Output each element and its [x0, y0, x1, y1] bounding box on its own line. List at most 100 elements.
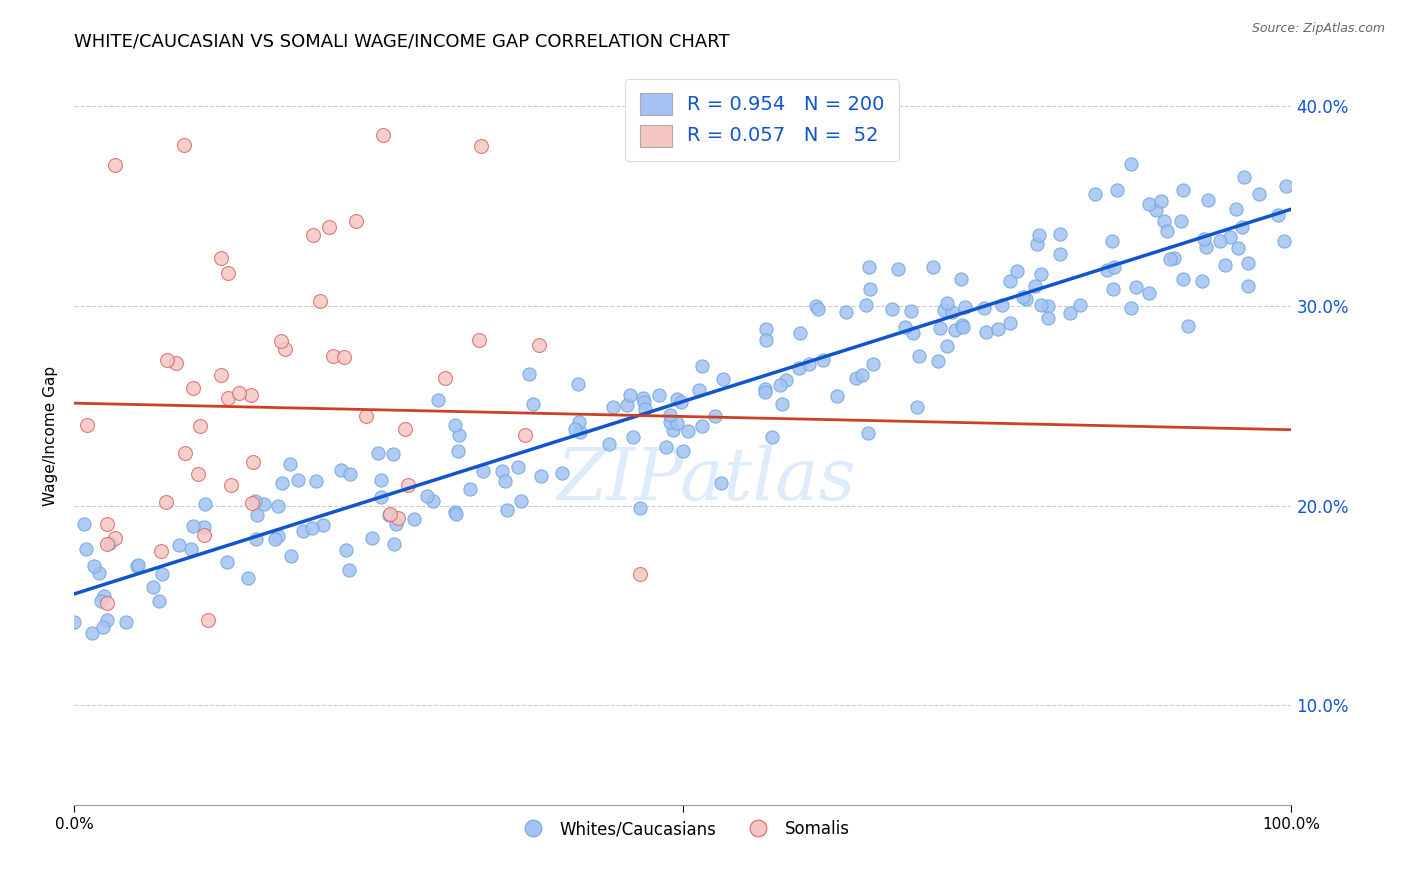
- Point: [1247, 187, 1270, 202]
- Point: [1225, 202, 1247, 217]
- Point: [1213, 258, 1236, 272]
- Point: [103, 46, 125, 61]
- Point: [187, 467, 209, 481]
- Point: [1153, 214, 1175, 228]
- Point: [339, 467, 361, 481]
- Point: [449, 427, 471, 442]
- Point: [648, 388, 671, 402]
- Point: [754, 382, 776, 396]
- Point: [1170, 214, 1192, 228]
- Point: [422, 494, 444, 508]
- Point: [165, 356, 187, 370]
- Point: [1233, 170, 1256, 185]
- Point: [665, 416, 688, 430]
- Point: [936, 339, 959, 353]
- Y-axis label: Wage/Income Gap: Wage/Income Gap: [44, 366, 58, 506]
- Point: [950, 318, 973, 332]
- Point: [209, 368, 232, 383]
- Point: [621, 430, 644, 444]
- Point: [998, 316, 1021, 330]
- Point: [564, 421, 586, 435]
- Point: [770, 397, 793, 411]
- Point: [666, 392, 689, 407]
- Point: [1219, 230, 1241, 244]
- Point: [567, 376, 589, 391]
- Point: [221, 478, 243, 492]
- Point: [510, 494, 533, 508]
- Point: [267, 500, 290, 514]
- Point: [193, 520, 215, 534]
- Point: [887, 262, 910, 277]
- Point: [496, 503, 519, 517]
- Point: [1029, 298, 1052, 312]
- Point: [1084, 187, 1107, 202]
- Point: [447, 444, 470, 458]
- Point: [1069, 298, 1091, 312]
- Point: [787, 360, 810, 375]
- Point: [1024, 279, 1046, 293]
- Point: [318, 219, 340, 234]
- Point: [63, 615, 86, 629]
- Point: [73, 516, 96, 531]
- Point: [659, 416, 682, 430]
- Point: [278, 457, 301, 471]
- Point: [690, 419, 713, 434]
- Point: [628, 500, 651, 515]
- Point: [271, 476, 294, 491]
- Point: [246, 508, 269, 523]
- Point: [827, 389, 849, 403]
- Point: [434, 371, 457, 385]
- Point: [1105, 183, 1128, 197]
- Point: [76, 418, 98, 433]
- Point: [922, 260, 945, 274]
- Point: [312, 517, 335, 532]
- Point: [755, 322, 778, 336]
- Point: [1059, 306, 1081, 320]
- Point: [633, 391, 655, 405]
- Point: [991, 298, 1014, 312]
- Point: [927, 354, 949, 368]
- Point: [1036, 311, 1059, 326]
- Point: [245, 494, 267, 508]
- Point: [382, 536, 405, 550]
- Point: [1012, 290, 1035, 304]
- Point: [551, 466, 574, 480]
- Point: [932, 302, 955, 317]
- Point: [163, 20, 186, 34]
- Point: [446, 508, 468, 522]
- Point: [633, 395, 655, 409]
- Point: [156, 352, 179, 367]
- Point: [96, 613, 118, 627]
- Point: [273, 342, 295, 356]
- Point: [472, 464, 495, 478]
- Point: [506, 460, 529, 475]
- Point: [308, 293, 330, 308]
- Point: [856, 425, 879, 440]
- Point: [335, 542, 357, 557]
- Point: [862, 357, 884, 371]
- Point: [460, 482, 482, 496]
- Point: [1156, 224, 1178, 238]
- Point: [602, 400, 624, 414]
- Point: [181, 518, 204, 533]
- Point: [711, 372, 734, 386]
- Point: [1274, 178, 1296, 193]
- Point: [530, 469, 553, 483]
- Point: [1102, 260, 1125, 274]
- Point: [1150, 194, 1173, 208]
- Point: [761, 430, 783, 444]
- Point: [494, 474, 516, 488]
- Point: [468, 333, 491, 347]
- Point: [676, 424, 699, 438]
- Point: [986, 322, 1008, 336]
- Point: [690, 359, 713, 373]
- Point: [1038, 300, 1060, 314]
- Point: [217, 555, 239, 569]
- Point: [167, 538, 190, 552]
- Point: [1237, 256, 1260, 270]
- Point: [1171, 272, 1194, 286]
- Point: [568, 425, 591, 439]
- Point: [703, 409, 725, 424]
- Point: [337, 563, 360, 577]
- Point: [1226, 241, 1249, 255]
